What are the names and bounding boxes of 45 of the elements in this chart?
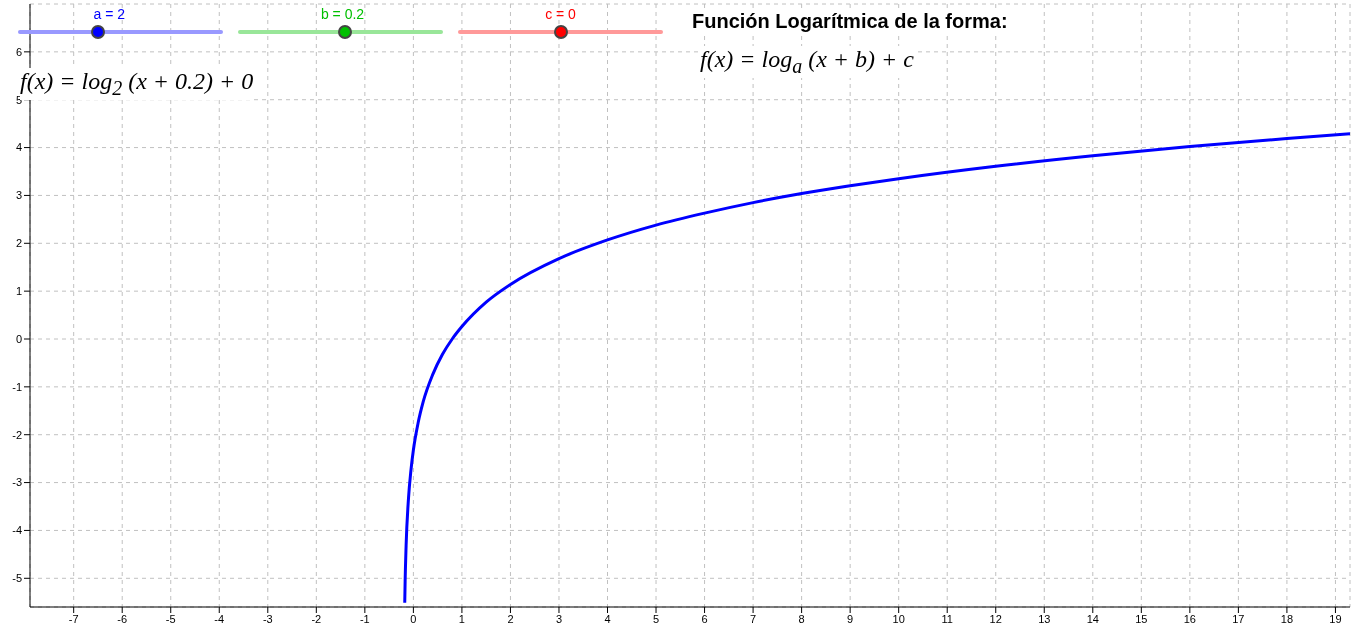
y-tick-label: 0 [15, 332, 22, 345]
x-tick-label: 6 [701, 612, 708, 625]
text: f(x) = log$_{a}$ (x + b) + c [700, 46, 914, 77]
x-tick-label: 7 [750, 612, 757, 625]
y-tick-label: 2 [15, 237, 22, 250]
annotation: c = 0 [545, 6, 576, 22]
x-tick-label: 4 [604, 612, 611, 625]
x-tick-label: 18 [1280, 612, 1294, 625]
x-tick-label: -2 [311, 612, 322, 625]
x-tick-label: 5 [652, 612, 660, 625]
x-tick-label: 8 [798, 612, 805, 625]
y-tick-label: -5 [12, 572, 22, 585]
y-tick-label: 6 [15, 45, 22, 58]
x-tick-label: 1 [458, 612, 465, 625]
x-tick-label: -7 [68, 612, 79, 625]
y-tick-label: -3 [12, 476, 22, 489]
x-tick-label: 2 [507, 612, 514, 625]
x-tick-label: 10 [892, 612, 905, 625]
x-tick-label: -6 [117, 612, 128, 625]
x-tick-label: -3 [262, 612, 273, 625]
chart-title: Función Logarítmica de la forma: [692, 10, 1008, 32]
y-tick-label: 1 [15, 285, 22, 298]
x-tick-label: 19 [1329, 612, 1342, 625]
annotation: f(x) = log$_{2}$ (x + 0.2) + 0 [20, 68, 254, 99]
x-tick-label: 13 [1038, 612, 1051, 625]
x-tick-label: 3 [555, 612, 563, 625]
x-tick-label: 0 [410, 612, 417, 625]
x-tick-label: 16 [1183, 612, 1196, 625]
x-tick-label: 12 [989, 612, 1002, 625]
x-tick-label: -1 [359, 612, 370, 625]
line-series [403, 132, 1350, 605]
x-tick-label: 9 [847, 612, 854, 625]
y-tick-label: 3 [15, 189, 22, 202]
x-tick-label: -4 [214, 612, 225, 625]
y-tick-label: -1 [12, 380, 22, 393]
x-tick-label: 14 [1086, 612, 1099, 625]
y-tick-label: -2 [12, 428, 22, 441]
x-tick-label: 11 [941, 612, 953, 625]
annotation: b = 0.2 [320, 6, 365, 22]
annotation: a = 2 [93, 6, 125, 22]
y-tick-label: 4 [15, 141, 22, 154]
y-tick-label: -4 [12, 524, 22, 537]
x-tick-label: 15 [1135, 612, 1148, 625]
x-tick-label: 17 [1232, 612, 1245, 625]
x-tick-label: -5 [165, 612, 176, 625]
